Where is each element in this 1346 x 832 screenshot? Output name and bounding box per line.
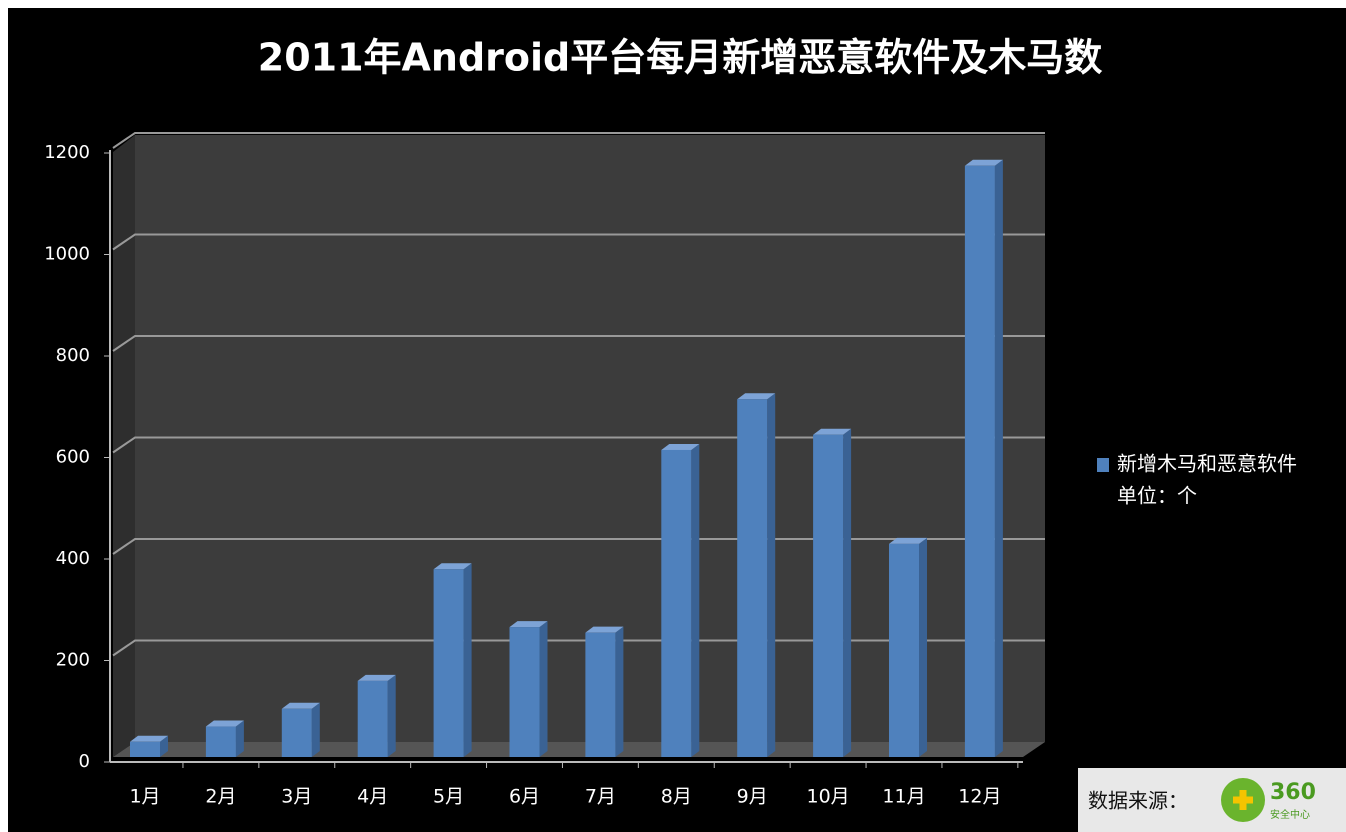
bar-top bbox=[813, 428, 852, 435]
y-tick-label: 400 bbox=[56, 548, 90, 569]
bar-top bbox=[585, 626, 624, 633]
bar-top bbox=[130, 735, 168, 742]
bar bbox=[889, 543, 919, 757]
source-box bbox=[1078, 768, 1346, 832]
bar bbox=[433, 569, 464, 757]
bar-top bbox=[281, 702, 320, 709]
x-tick-label: 3月 bbox=[281, 786, 312, 808]
chart-title: 2011年Android平台每月新增恶意软件及木马数 bbox=[258, 36, 1103, 80]
bar-top bbox=[737, 393, 776, 400]
bar-side bbox=[235, 720, 244, 757]
grid-line bbox=[112, 335, 1045, 352]
x-tick-label: 11月 bbox=[882, 786, 925, 808]
x-tick-label: 6月 bbox=[509, 786, 540, 808]
legend-note: 单位：个 bbox=[1117, 484, 1197, 508]
bar bbox=[357, 680, 388, 757]
y-tick-label: 200 bbox=[56, 650, 90, 671]
bar bbox=[813, 434, 844, 757]
bar bbox=[130, 741, 160, 757]
legend-label: 新增木马和恶意软件 bbox=[1117, 452, 1297, 476]
bar-top bbox=[661, 443, 700, 450]
y-tick-label: 600 bbox=[56, 447, 90, 468]
bar-side bbox=[387, 674, 396, 757]
x-tick-label: 7月 bbox=[585, 786, 616, 808]
x-tick-label: 12月 bbox=[958, 786, 1001, 808]
source-logo-sub: 安全中心 bbox=[1270, 808, 1310, 821]
bar-side bbox=[539, 621, 548, 757]
y-tick-label: 800 bbox=[56, 345, 90, 366]
bar-top bbox=[964, 159, 1003, 166]
x-tick-label: 8月 bbox=[661, 786, 692, 808]
bar-top bbox=[357, 674, 396, 681]
bar-top bbox=[889, 537, 927, 544]
x-tick-label: 5月 bbox=[433, 786, 464, 808]
source-logo: 360 bbox=[1270, 780, 1316, 805]
bar-side bbox=[919, 537, 927, 757]
grid-line bbox=[112, 132, 1045, 149]
source-label: 数据来源： bbox=[1088, 789, 1188, 813]
bar-side bbox=[994, 159, 1003, 757]
bar bbox=[964, 165, 995, 757]
logo-cross bbox=[1233, 790, 1253, 810]
y-tick-label: 1200 bbox=[44, 142, 90, 163]
bar-side bbox=[615, 626, 624, 757]
bar-top bbox=[509, 621, 548, 628]
x-tick-label: 2月 bbox=[205, 786, 236, 808]
bar-side bbox=[843, 428, 852, 757]
bar bbox=[585, 632, 616, 757]
x-tick-label: 10月 bbox=[807, 786, 850, 808]
y-tick-label: 0 bbox=[79, 751, 90, 772]
grid-line bbox=[112, 233, 1045, 251]
bar-side bbox=[463, 563, 472, 757]
legend-swatch bbox=[1097, 458, 1109, 472]
bar bbox=[661, 449, 692, 757]
bar-side bbox=[691, 443, 700, 757]
x-tick-label: 4月 bbox=[357, 786, 388, 808]
floor bbox=[113, 742, 1045, 757]
y-tick-label: 1000 bbox=[44, 244, 90, 265]
bar-side bbox=[767, 393, 776, 757]
bar-side bbox=[160, 735, 168, 757]
bar bbox=[509, 627, 540, 757]
bar bbox=[737, 399, 768, 757]
x-tick-label: 1月 bbox=[129, 786, 160, 808]
bar-side bbox=[311, 702, 320, 757]
x-tick-label: 9月 bbox=[737, 786, 768, 808]
bar bbox=[205, 726, 236, 757]
bar-top bbox=[433, 563, 472, 570]
bar-top bbox=[205, 720, 244, 727]
bar bbox=[281, 708, 312, 757]
